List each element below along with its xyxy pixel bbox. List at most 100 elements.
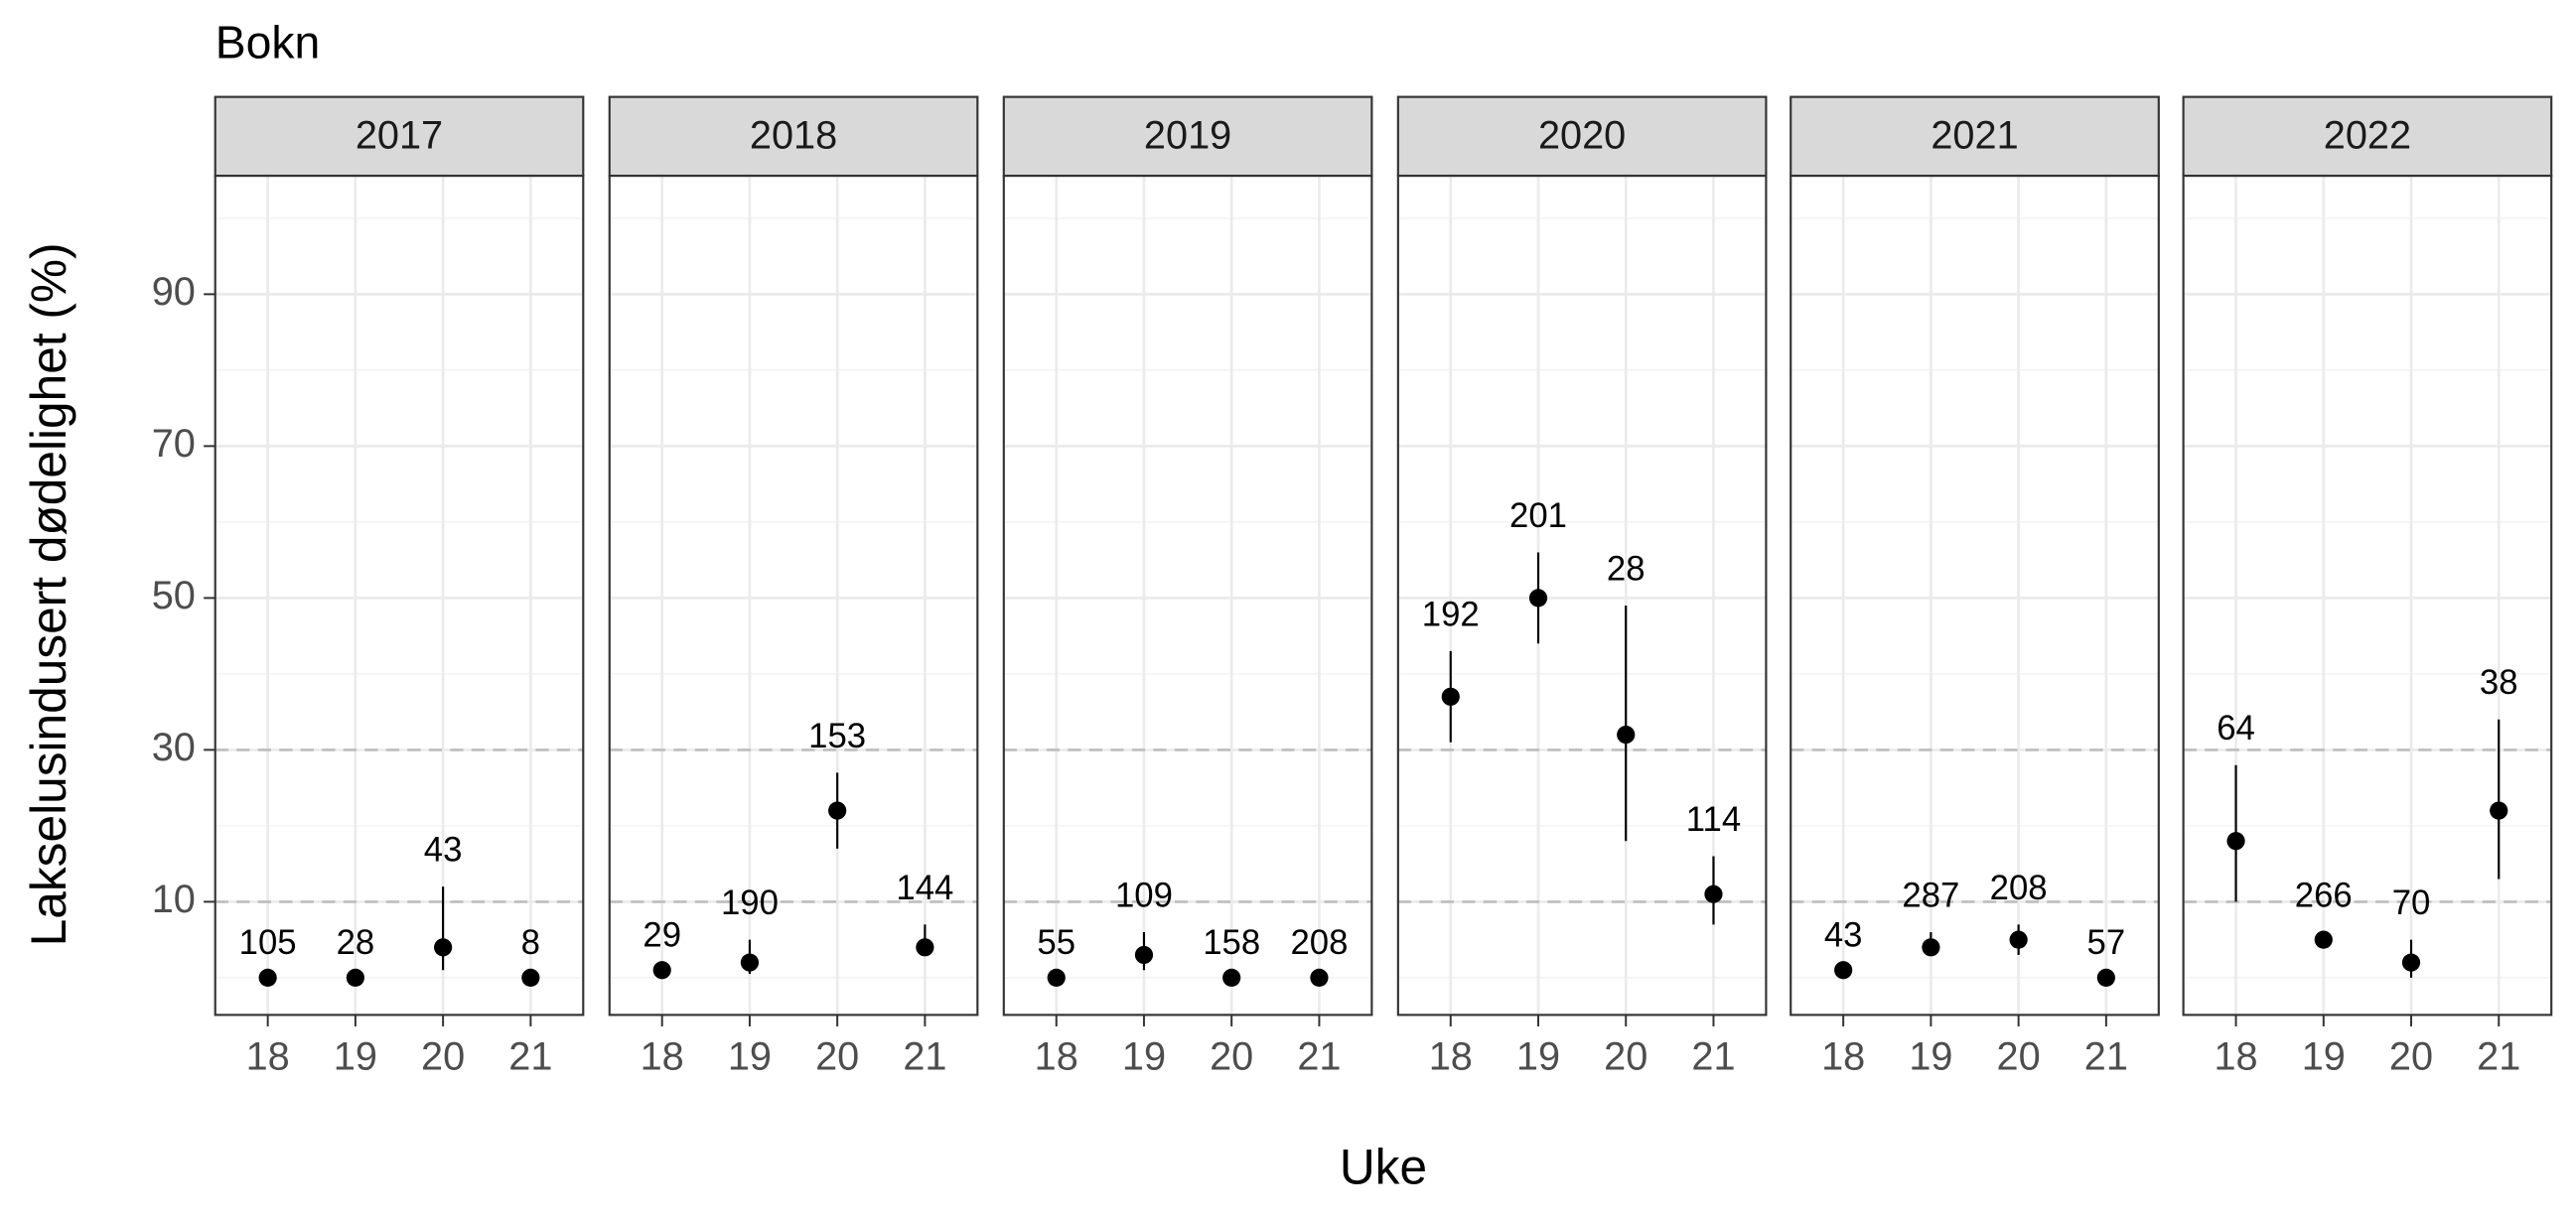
x-tick-label: 18 <box>1821 1035 1865 1079</box>
n-label: 109 <box>1115 877 1173 914</box>
point <box>1528 589 1548 608</box>
x-tick-label: 19 <box>2302 1035 2346 1079</box>
n-label: 201 <box>1509 497 1567 535</box>
n-label: 266 <box>2295 877 2353 914</box>
strip <box>2182 95 2553 178</box>
n-label: 192 <box>1422 596 1480 633</box>
panel-background <box>1003 176 1372 1016</box>
n-label: 190 <box>721 884 779 922</box>
x-tick-label: 19 <box>334 1035 377 1079</box>
strip-label: 2021 <box>1931 113 2018 157</box>
strip <box>1002 95 1373 178</box>
point <box>2401 953 2421 972</box>
point <box>2226 832 2245 851</box>
n-label: 114 <box>1686 801 1741 839</box>
point <box>1617 725 1636 745</box>
point <box>1310 968 1329 987</box>
strip <box>214 95 585 178</box>
x-tick-label: 19 <box>1516 1035 1560 1079</box>
n-label: 28 <box>1607 550 1646 588</box>
point <box>2009 930 2028 949</box>
y-tick-label: 70 <box>152 422 196 466</box>
x-tick-label: 19 <box>1909 1035 1952 1079</box>
n-label: 29 <box>643 916 681 954</box>
panel-background <box>1790 176 2159 1016</box>
point <box>916 938 934 957</box>
strip <box>1789 95 2160 178</box>
n-label: 57 <box>2087 924 2126 962</box>
x-tick-label: 20 <box>2389 1035 2433 1079</box>
n-label: 208 <box>1990 870 2048 907</box>
x-tick-label: 21 <box>508 1035 552 1079</box>
n-label: 70 <box>2392 884 2431 922</box>
point <box>1047 968 1066 987</box>
x-tick-label: 18 <box>1035 1035 1078 1079</box>
y-axis-title: Lakselusindusert dødelighet (%) <box>21 242 76 946</box>
point <box>740 953 760 972</box>
strip-label: 2017 <box>356 113 443 157</box>
n-label: 28 <box>337 924 375 962</box>
point <box>652 961 671 980</box>
panel-background <box>609 176 978 1016</box>
strip-label: 2018 <box>750 113 837 157</box>
n-label: 43 <box>1824 916 1863 954</box>
x-tick-label: 21 <box>2084 1035 2128 1079</box>
x-tick-label: 18 <box>641 1035 684 1079</box>
n-label: 144 <box>896 870 953 907</box>
x-tick-label: 20 <box>421 1035 465 1079</box>
x-tick-label: 19 <box>1122 1035 1166 1079</box>
x-tick-label: 18 <box>2214 1035 2257 1079</box>
n-label: 38 <box>2480 664 2518 702</box>
n-label: 287 <box>1902 877 1959 914</box>
strip-label: 2022 <box>2324 113 2411 157</box>
y-tick-label: 30 <box>152 726 196 769</box>
x-tick-label: 18 <box>246 1035 290 1079</box>
strip <box>1396 95 1768 178</box>
point <box>521 968 540 987</box>
point <box>828 801 847 820</box>
x-tick-label: 21 <box>903 1035 946 1079</box>
chart-title: Bokn <box>215 17 321 68</box>
panel-background <box>1397 176 1767 1016</box>
x-tick-label: 18 <box>1429 1035 1473 1079</box>
point <box>1222 968 1241 987</box>
point <box>1704 884 1723 903</box>
panel-background <box>2183 176 2552 1016</box>
n-label: 208 <box>1290 924 1348 962</box>
x-tick-label: 20 <box>815 1035 859 1079</box>
point <box>1134 945 1154 965</box>
point <box>258 968 277 987</box>
point <box>2096 968 2115 987</box>
y-tick-label: 50 <box>152 574 196 617</box>
n-label: 64 <box>2217 710 2255 747</box>
x-tick-label: 21 <box>1297 1035 1341 1079</box>
n-label: 8 <box>521 924 540 962</box>
x-tick-label: 21 <box>2477 1035 2520 1079</box>
y-tick-label: 90 <box>152 270 196 314</box>
point <box>434 938 453 957</box>
point <box>1834 961 1853 980</box>
x-tick-label: 20 <box>1997 1035 2041 1079</box>
strip-label: 2019 <box>1144 113 1231 157</box>
strip <box>608 95 979 178</box>
n-label: 105 <box>239 924 297 962</box>
x-axis-title: Uke <box>1340 1140 1427 1195</box>
point <box>2490 801 2508 820</box>
n-label: 43 <box>424 832 463 870</box>
n-label: 158 <box>1203 924 1260 962</box>
x-tick-label: 20 <box>1210 1035 1253 1079</box>
x-tick-label: 20 <box>1604 1035 1647 1079</box>
y-tick-label: 10 <box>152 878 196 921</box>
point <box>1922 938 1940 957</box>
x-tick-label: 19 <box>728 1035 772 1079</box>
point <box>346 968 364 987</box>
panel-background <box>215 176 584 1016</box>
n-label: 153 <box>808 718 866 755</box>
point <box>2314 930 2333 949</box>
x-tick-label: 21 <box>1691 1035 1735 1079</box>
strip-label: 2020 <box>1538 113 1626 157</box>
n-label: 55 <box>1037 924 1075 962</box>
point <box>1441 687 1460 706</box>
